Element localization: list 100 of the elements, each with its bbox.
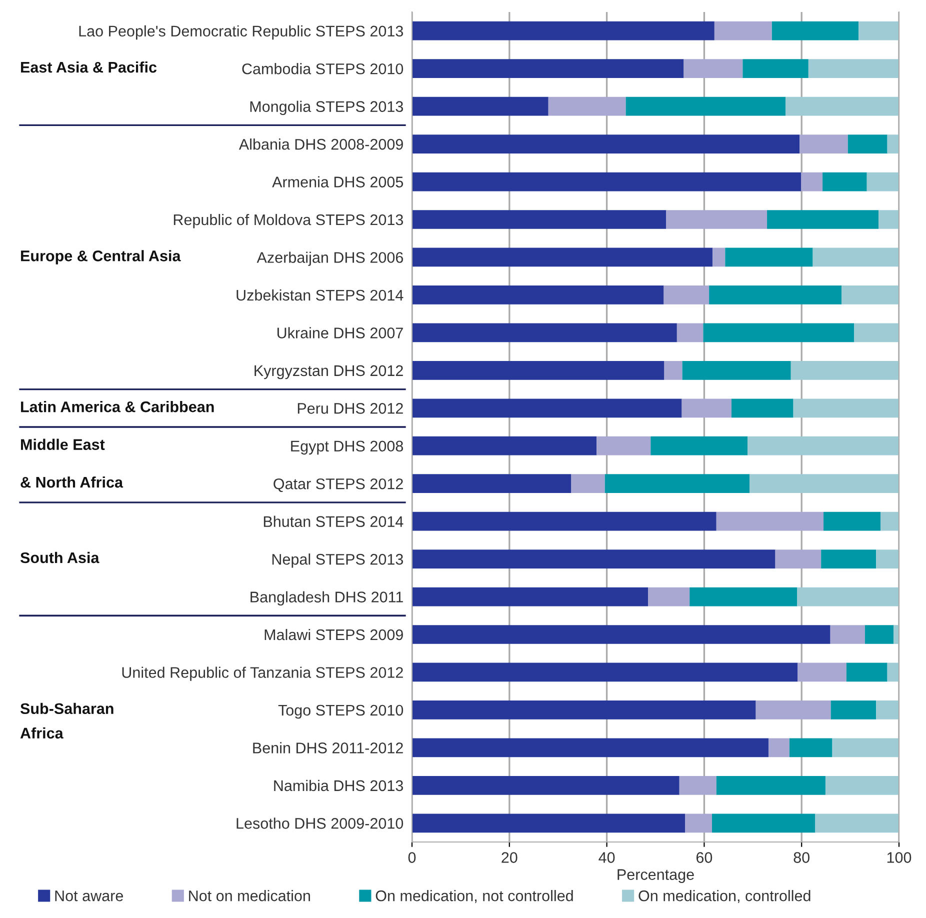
text: Europe & Central Asia (21, 250, 181, 264)
legend-label: On medication, controlled (638, 890, 810, 904)
text: South Asia (20, 552, 100, 564)
bar (775, 550, 822, 568)
bar (682, 398, 732, 418)
x-tick-label: 40 (598, 852, 615, 863)
bar (412, 700, 756, 720)
bar (684, 59, 743, 78)
bar (548, 96, 626, 116)
bar (685, 814, 712, 833)
bar (709, 286, 842, 304)
bar (412, 59, 684, 78)
bar (412, 96, 548, 116)
bar (676, 323, 704, 342)
bar (749, 474, 899, 494)
bar (830, 700, 876, 720)
bar (604, 474, 750, 494)
text: & North Africa (20, 476, 124, 488)
bar (596, 436, 651, 456)
y-tick-label: Bangladesh DHS 2011 (250, 591, 403, 606)
y-tick-label: Ukraine DHS 2007 (277, 327, 403, 338)
bar (876, 550, 899, 568)
bar (789, 738, 832, 758)
bar (864, 625, 894, 644)
y-tick-label: Egypt DHS 2008 (291, 440, 404, 455)
bar (821, 550, 876, 568)
text: Latin America & Caribbean (21, 401, 214, 412)
bar (808, 59, 899, 78)
bar (626, 96, 786, 116)
y-tick-label: Kyrgyzstan DHS 2012 (254, 365, 403, 380)
bar (412, 21, 714, 40)
bar (716, 512, 824, 531)
bar (716, 776, 826, 795)
bar (848, 134, 888, 154)
legend-label: Not aware (55, 890, 123, 902)
legend-label: On medication, not controlled (376, 890, 573, 904)
y-tick-label: Republic of Moldova STEPS 2013 (174, 214, 404, 228)
y-tick-label: Bhutan STEPS 2014 (264, 516, 404, 528)
bar (824, 512, 880, 531)
y-tick-label: Togo STEPS 2010 (278, 704, 404, 719)
bar (690, 587, 798, 606)
bar (412, 738, 768, 758)
bar (412, 550, 776, 568)
bar (756, 700, 831, 720)
bar (786, 96, 899, 116)
bar (880, 512, 899, 531)
text: Africa (20, 727, 64, 739)
bar (714, 21, 772, 40)
bar (866, 172, 899, 192)
bar (815, 814, 899, 833)
bar (858, 21, 899, 40)
bar (412, 436, 597, 456)
y-tick-label: Lao People's Democratic Republic STEPS 2013 (79, 25, 404, 40)
text: Sub-Saharan (20, 702, 114, 714)
bar (412, 323, 677, 342)
bar (742, 59, 808, 78)
y-tick-label: Qatar STEPS 2012 (274, 478, 403, 492)
bar (412, 286, 664, 304)
bar (801, 172, 823, 192)
bar (830, 625, 865, 644)
bar (772, 21, 859, 40)
bar (412, 248, 712, 267)
y-tick-label: Peru DHS 2012 (298, 403, 403, 414)
bar (650, 436, 748, 456)
y-tick-label: Albania DHS 2008-2009 (238, 138, 403, 150)
bar (731, 398, 794, 418)
x-tick-label: 80 (794, 852, 810, 863)
bar (846, 662, 888, 682)
bar (768, 738, 790, 758)
bar (412, 512, 716, 531)
bar (790, 360, 899, 380)
x-tick-label: 100 (887, 852, 912, 863)
y-tick-label: Azerbaijan DHS 2006 (256, 252, 403, 266)
bar (887, 134, 899, 154)
bar (666, 210, 768, 229)
bar (712, 248, 726, 267)
bar (412, 398, 682, 418)
x-tick-label: 0 (408, 852, 416, 863)
y-tick-label: United Republic of Tanzania STEPS 2012 (122, 666, 403, 681)
bar (682, 360, 791, 380)
bar (854, 323, 899, 342)
y-tick-label: Cambodia STEPS 2010 (242, 63, 404, 74)
bar (712, 814, 816, 833)
bar (832, 738, 899, 758)
x-tick-label: 60 (696, 852, 712, 863)
bar (571, 474, 605, 494)
bar (412, 134, 800, 154)
bar (412, 172, 802, 192)
bar (887, 662, 899, 682)
bar (825, 776, 899, 795)
bar (798, 662, 846, 682)
y-tick-label: Namibia DHS 2013 (274, 780, 403, 792)
bar (793, 398, 899, 418)
bar (412, 776, 680, 795)
bar (894, 625, 899, 644)
bar (812, 248, 899, 267)
bar (412, 360, 664, 380)
bar (878, 210, 899, 229)
text: East Asia & Pacific (21, 61, 157, 73)
bar (412, 474, 572, 494)
